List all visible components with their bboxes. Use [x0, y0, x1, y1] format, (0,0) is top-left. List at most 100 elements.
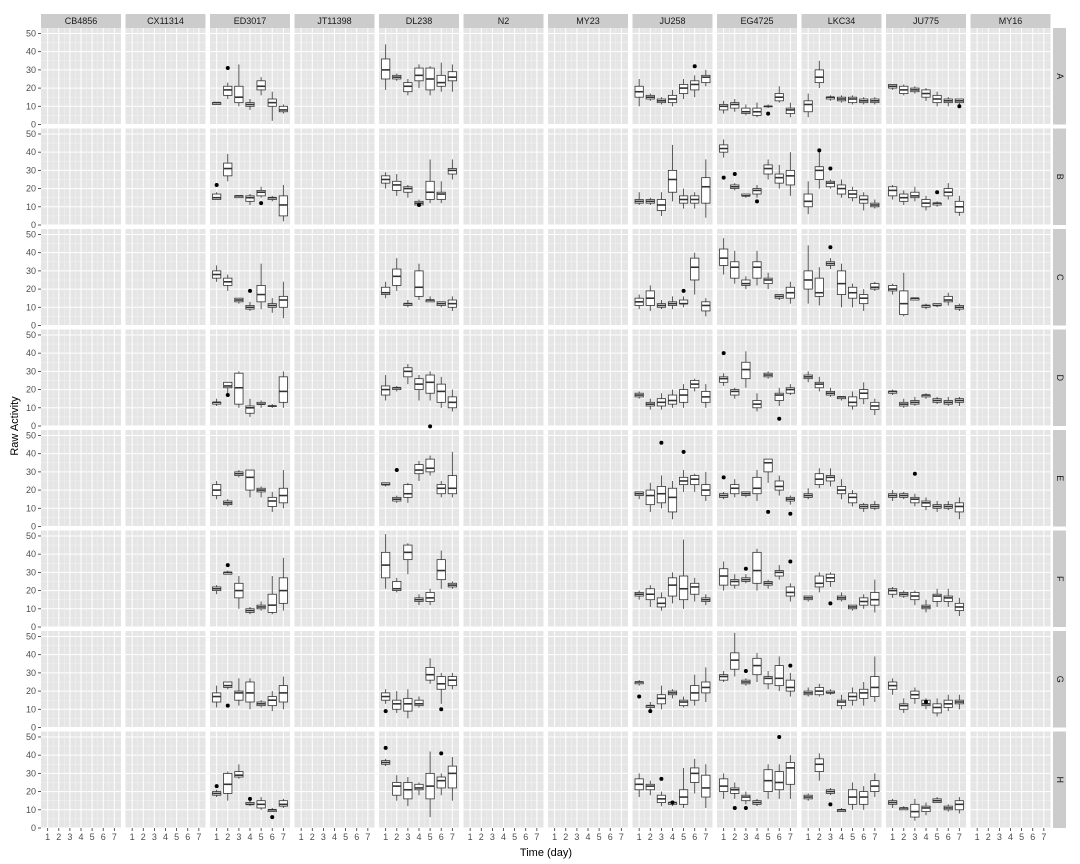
strip-label-A: A — [1055, 73, 1065, 79]
box-ED3017-E-day3 — [234, 470, 244, 478]
box-ED3017-C-day7 — [278, 281, 288, 319]
x-tick-label: 2 — [479, 832, 484, 842]
y-tick-label: 0 — [31, 421, 36, 431]
box-body — [848, 493, 858, 504]
box-JU258-F-day4 — [667, 572, 678, 604]
x-tick-label: 7 — [788, 832, 793, 842]
strip-row-H — [1053, 731, 1066, 828]
box-DL238-G-day2 — [392, 691, 402, 713]
box-JU258-G-day6 — [690, 674, 700, 706]
box-body — [679, 699, 689, 707]
strip-JT11398 — [294, 14, 375, 28]
box-ED3017-D-day3 — [234, 371, 244, 408]
strip-label-D: D — [1055, 375, 1065, 382]
box-body — [921, 805, 931, 813]
box-ED3017-F-day4 — [245, 606, 255, 615]
box-LKC34-F-day4 — [836, 592, 847, 602]
box-ED3017-A-day3 — [234, 64, 244, 107]
x-tick-label: 2 — [648, 832, 653, 842]
box-JU258-A-day2 — [645, 93, 655, 101]
y-tick-label: 20 — [26, 686, 36, 696]
outlier-point — [225, 563, 230, 568]
box-body — [447, 676, 457, 687]
box-ED3017-E-day7 — [278, 470, 288, 509]
x-tick-label: 3 — [997, 832, 1002, 842]
box-EG4725-E-day1 — [719, 491, 729, 500]
outlier-point — [743, 566, 748, 571]
x-tick-label: 7 — [450, 832, 455, 842]
box-ED3017-C-day1 — [212, 265, 222, 282]
box-body — [741, 107, 751, 114]
box-EG4725-H-day3 — [741, 791, 751, 805]
x-tick-label: 3 — [828, 832, 833, 842]
outlier-point — [777, 734, 782, 739]
outlier-point — [681, 449, 686, 454]
box-LKC34-D-day7 — [870, 398, 880, 416]
box-body — [690, 475, 700, 486]
strip-JU258 — [632, 14, 713, 28]
y-tick-label: 30 — [26, 768, 36, 778]
box-LKC34-H-day4 — [836, 807, 847, 813]
box-body — [447, 475, 457, 495]
y-tick-label: 30 — [26, 668, 36, 678]
box-LKC34-E-day4 — [836, 479, 847, 500]
box-JU775-A-day1 — [888, 84, 898, 90]
box-body — [785, 762, 795, 785]
box-body — [414, 67, 424, 82]
box-JU258-H-day2 — [645, 780, 655, 796]
box-EG4725-H-day1 — [719, 773, 729, 799]
box-LKC34-B-day1 — [803, 181, 813, 215]
x-tick-label: 3 — [405, 832, 410, 842]
box-LKC34-B-day2 — [814, 152, 824, 189]
box-body — [447, 168, 457, 175]
outlier-point — [755, 199, 759, 204]
box-body — [910, 191, 920, 199]
panels-layer — [41, 28, 1051, 829]
box-body — [932, 703, 942, 714]
box-DL238-F-day1 — [381, 534, 391, 589]
strip-label-E: E — [1055, 475, 1065, 481]
box-EG4725-F-day5 — [763, 579, 773, 589]
box-ED3017-F-day3 — [234, 576, 244, 609]
box-body — [859, 389, 869, 400]
x-tick-label: 6 — [354, 832, 359, 842]
y-tick-label: 50 — [26, 430, 36, 440]
y-tick-label: 0 — [31, 220, 36, 230]
box-body — [690, 582, 700, 595]
box-body — [910, 496, 920, 504]
box-ED3017-A-day4 — [245, 99, 255, 110]
box-body — [741, 361, 751, 380]
box-ED3017-B-day3 — [234, 195, 244, 199]
box-body — [667, 487, 678, 513]
box-body — [932, 593, 942, 602]
box-body — [447, 765, 457, 789]
outlier-point — [659, 440, 664, 445]
x-tick-label: 4 — [501, 832, 506, 842]
y-tick-label: 0 — [31, 321, 36, 331]
box-DL238-H-day1 — [381, 758, 391, 767]
box-EG4725-B-day4 — [752, 184, 762, 198]
box-body — [392, 699, 402, 710]
box-DL238-E-day2 — [392, 495, 402, 503]
box-body — [752, 188, 762, 195]
x-tick-label: 2 — [901, 832, 906, 842]
box-body — [223, 85, 233, 96]
x-tick-label: 6 — [777, 832, 782, 842]
box-JU775-F-day7 — [954, 597, 964, 617]
box-body — [899, 290, 909, 315]
box-EG4725-F-day1 — [719, 561, 729, 591]
strip-label-N2: N2 — [498, 16, 510, 26]
box-JU775-H-day4 — [921, 802, 931, 816]
box-body — [774, 392, 784, 401]
box-EG4725-D-day1 — [719, 373, 729, 386]
box-ED3017-H-day1 — [212, 789, 222, 798]
box-JU258-B-day1 — [634, 192, 644, 205]
box-body — [403, 367, 413, 378]
box-JU258-D-day3 — [656, 393, 666, 410]
box-DL238-D-day2 — [392, 385, 402, 392]
y-tick-label: 30 — [26, 467, 36, 477]
outlier-point — [743, 669, 748, 674]
x-tick-label: 7 — [196, 832, 201, 842]
box-DL238-B-day7 — [447, 159, 457, 180]
box-JU258-B-day7 — [701, 159, 711, 218]
